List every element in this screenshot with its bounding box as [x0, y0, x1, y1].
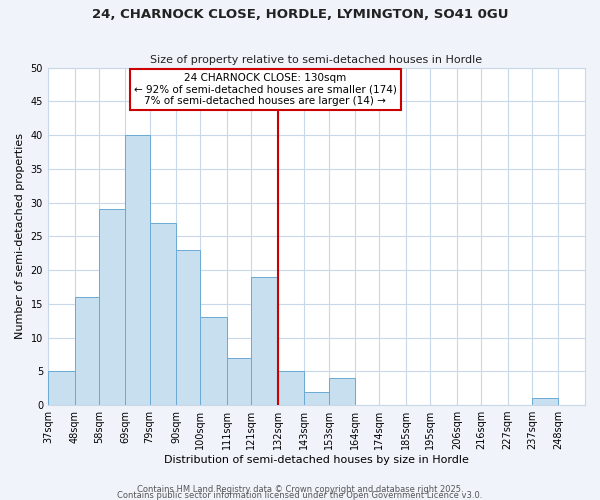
Bar	[329, 378, 355, 405]
Y-axis label: Number of semi-detached properties: Number of semi-detached properties	[15, 134, 25, 340]
Text: 24 CHARNOCK CLOSE: 130sqm
← 92% of semi-detached houses are smaller (174)
7% of : 24 CHARNOCK CLOSE: 130sqm ← 92% of semi-…	[134, 72, 397, 106]
Title: Size of property relative to semi-detached houses in Hordle: Size of property relative to semi-detach…	[151, 56, 482, 66]
X-axis label: Distribution of semi-detached houses by size in Hordle: Distribution of semi-detached houses by …	[164, 455, 469, 465]
Bar	[125, 135, 149, 405]
Bar	[74, 297, 99, 405]
Text: Contains public sector information licensed under the Open Government Licence v3: Contains public sector information licen…	[118, 491, 482, 500]
Bar	[99, 210, 125, 405]
Bar	[200, 318, 227, 405]
Bar	[304, 392, 329, 405]
Bar	[278, 372, 304, 405]
Bar	[532, 398, 559, 405]
Bar	[149, 223, 176, 405]
Text: Contains HM Land Registry data © Crown copyright and database right 2025.: Contains HM Land Registry data © Crown c…	[137, 484, 463, 494]
Text: 24, CHARNOCK CLOSE, HORDLE, LYMINGTON, SO41 0GU: 24, CHARNOCK CLOSE, HORDLE, LYMINGTON, S…	[92, 8, 508, 20]
Bar	[176, 250, 200, 405]
Bar	[227, 358, 251, 405]
Bar	[48, 372, 74, 405]
Bar	[251, 277, 278, 405]
